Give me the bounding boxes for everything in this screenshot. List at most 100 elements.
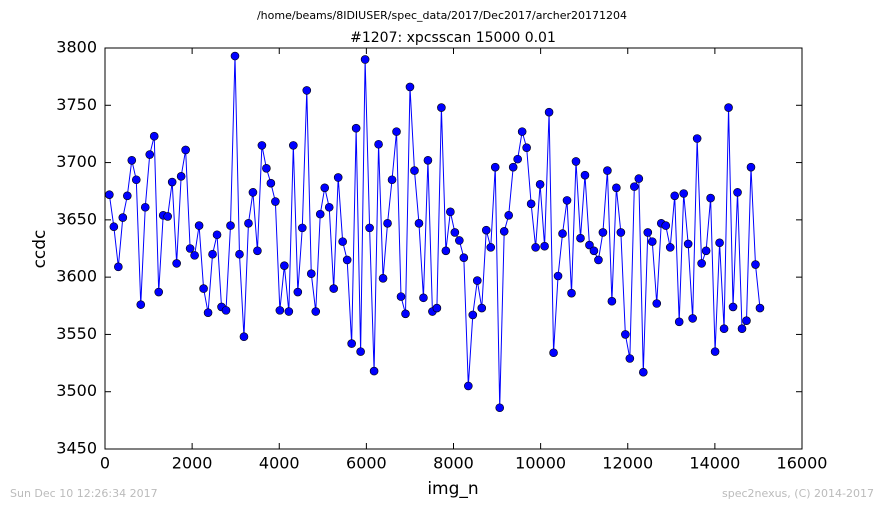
y-tick-label: 3450 <box>56 439 97 458</box>
data-point <box>603 166 612 175</box>
data-point <box>679 189 688 198</box>
x-tick-label: 0 <box>100 454 110 473</box>
data-point <box>607 296 617 306</box>
y-tick-label: 3800 <box>56 38 97 57</box>
data-point <box>356 347 365 356</box>
data-point <box>706 193 715 203</box>
data-point <box>140 202 150 212</box>
data-point <box>226 221 235 230</box>
data-point <box>715 238 724 248</box>
data-point <box>392 127 401 136</box>
data-point <box>423 155 433 165</box>
data-point <box>114 262 123 272</box>
data-point <box>558 229 567 238</box>
data-point <box>320 183 330 193</box>
y-tick-label: 3650 <box>56 209 97 228</box>
data-point <box>576 233 585 243</box>
data-point <box>342 255 352 265</box>
data-point <box>643 228 653 237</box>
data-point <box>459 253 469 262</box>
x-tick-label: 16000 <box>777 454 828 473</box>
x-tick-label: 2000 <box>172 454 213 473</box>
chart-title: #1207: xpcsscan 15000 0.01 <box>350 30 556 46</box>
data-point <box>504 210 513 220</box>
data-point <box>746 162 756 172</box>
data-point <box>567 288 576 298</box>
data-point <box>464 381 473 391</box>
data-point <box>455 236 464 245</box>
data-point <box>338 237 347 246</box>
data-point <box>755 303 765 313</box>
data-point <box>621 330 630 339</box>
data-point <box>751 260 760 269</box>
data-point <box>733 188 742 197</box>
data-point <box>540 241 549 251</box>
footer-right: spec2nexus, (C) 2014-2017 <box>722 487 874 500</box>
data-point <box>661 221 671 230</box>
data-point <box>710 347 720 356</box>
data-point <box>239 332 249 342</box>
data-point <box>324 202 334 212</box>
data-point <box>347 339 356 348</box>
data-point <box>221 306 231 315</box>
data-point <box>598 228 608 237</box>
data-point <box>306 269 316 279</box>
data-point <box>230 51 240 61</box>
plot-frame <box>104 47 803 450</box>
data-point <box>145 150 155 159</box>
x-tick-label: 8000 <box>433 454 474 473</box>
data-point <box>553 271 563 281</box>
data-point <box>203 308 213 317</box>
data-point <box>580 170 590 180</box>
data-point <box>149 131 159 141</box>
data-point <box>728 302 738 312</box>
data-point <box>118 213 128 222</box>
data-point <box>589 246 599 256</box>
data-point <box>594 255 603 265</box>
data-point <box>360 55 370 64</box>
data-point <box>167 177 177 187</box>
data-point <box>490 162 500 172</box>
data-point <box>266 178 276 188</box>
data-point <box>369 366 379 376</box>
x-tick-label: 4000 <box>259 454 300 473</box>
data-point <box>410 166 419 175</box>
data-point <box>365 223 374 233</box>
data-point <box>719 324 729 334</box>
data-point <box>639 367 648 377</box>
data-point <box>235 249 244 259</box>
data-point <box>450 228 460 237</box>
data-point <box>329 284 339 293</box>
data-point <box>665 243 675 252</box>
data-point <box>647 237 657 246</box>
data-point <box>481 225 491 235</box>
y-tick-label: 3550 <box>56 324 97 343</box>
data-point <box>136 300 146 309</box>
data-point <box>472 276 482 285</box>
data-point <box>253 246 262 256</box>
data-point <box>262 164 271 173</box>
data-point <box>513 154 522 164</box>
data-point <box>199 284 208 293</box>
data-point <box>105 190 114 199</box>
data-point <box>517 127 527 136</box>
data-point <box>297 223 307 233</box>
data-point <box>109 222 119 232</box>
x-axis-label: img_n <box>427 479 478 499</box>
data-point <box>585 240 594 250</box>
footer-left: Sun Dec 10 12:26:34 2017 <box>10 487 158 500</box>
data-point <box>208 249 217 259</box>
data-point <box>477 303 487 313</box>
y-tick-label: 3700 <box>56 152 97 171</box>
x-tick-label: 10000 <box>515 454 566 473</box>
data-point <box>374 139 383 149</box>
data-point <box>387 175 397 185</box>
data-point <box>293 287 303 297</box>
data-point <box>275 306 285 315</box>
data-point <box>683 239 693 249</box>
data-point <box>194 221 204 230</box>
x-tick-label: 14000 <box>689 454 740 473</box>
data-point <box>405 82 415 92</box>
data-point <box>701 246 711 256</box>
